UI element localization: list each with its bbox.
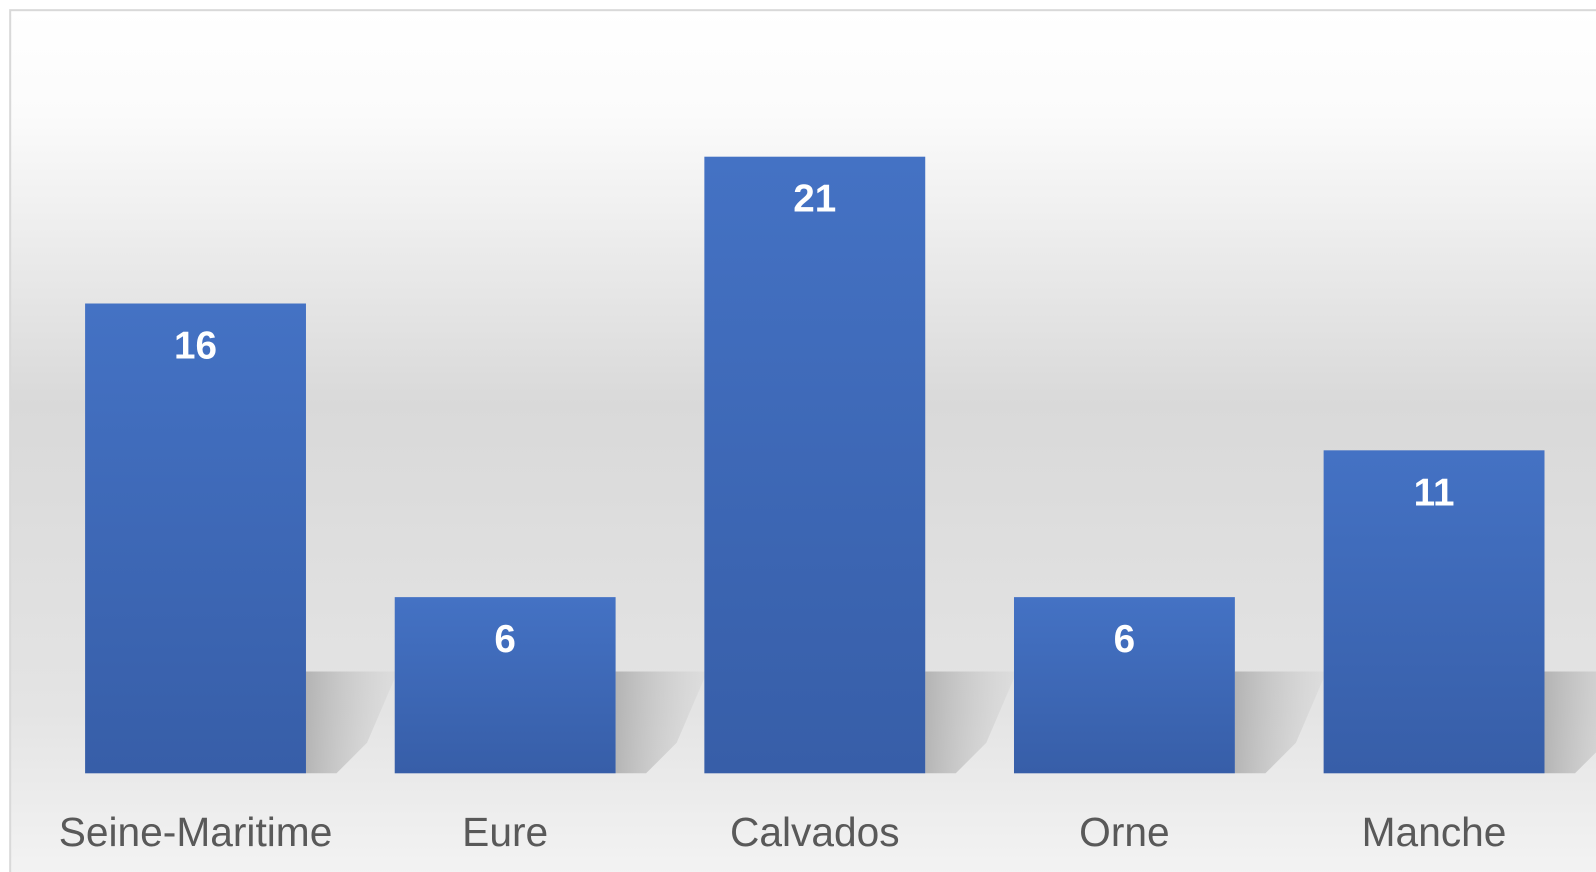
bar-shadow: [615, 671, 708, 774]
x-tick-label: Eure: [462, 809, 548, 855]
data-label: 16: [174, 324, 217, 367]
data-label: 11: [1414, 471, 1455, 514]
data-label: 21: [793, 178, 836, 221]
x-tick-label: Seine-Maritime: [59, 809, 333, 855]
bar: [394, 597, 616, 774]
bar: [1323, 450, 1545, 774]
bar-shadow: [1234, 671, 1327, 774]
bar-shadow: [925, 671, 1017, 774]
bar-shadow: [305, 671, 398, 774]
x-tick-label: Manche: [1362, 809, 1507, 855]
bar: [85, 303, 306, 774]
bar-shadow: [1544, 671, 1596, 774]
bar: [1013, 597, 1235, 774]
x-tick-label: Calvados: [730, 809, 900, 855]
data-label: 6: [494, 618, 516, 661]
bar: [704, 156, 926, 774]
data-label: 6: [1114, 618, 1136, 661]
x-tick-label: Orne: [1079, 809, 1169, 855]
